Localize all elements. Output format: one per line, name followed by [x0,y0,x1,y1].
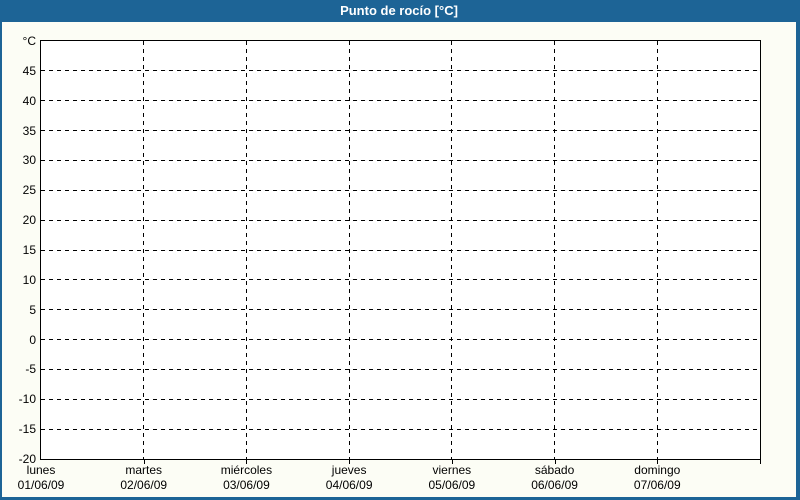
v-gridline [245,41,247,459]
x-axis-tick [760,460,761,464]
y-axis-unit-label: °C [22,34,36,48]
y-axis-tick-label: 10 [22,272,36,287]
y-axis-tick-label: 25 [22,183,36,198]
plot-area [40,40,761,460]
h-gridline [41,100,760,102]
y-axis-tick-label: 45 [22,63,36,78]
h-gridline [41,279,760,281]
day-date: 05/06/09 [428,478,476,492]
v-gridline [451,41,453,459]
x-axis-day-label: sábado 06/06/09 [505,463,605,493]
h-gridline [41,368,760,370]
y-axis-tick-label: 40 [22,93,36,108]
x-axis-tick [554,460,556,464]
y-axis-tick-label: 35 [22,123,36,138]
h-gridline [41,428,760,430]
chart-title-bar: Punto de rocío [°C] [2,0,796,22]
day-date: 04/06/09 [325,478,373,492]
x-axis-day-label: martes 02/06/09 [94,463,194,493]
h-gridline [41,398,760,400]
v-gridline [143,41,145,459]
x-axis-tick [143,460,145,464]
day-date: 03/06/09 [223,478,270,492]
x-axis-day-label: jueves 04/06/09 [299,463,399,493]
y-axis-tick-label: 0 [29,332,36,347]
v-gridline [656,41,658,459]
x-axis-day-label: viernes 05/06/09 [402,463,502,493]
y-axis-tick-label: -10 [18,392,36,407]
day-name: miércoles [220,463,273,477]
h-gridline [41,189,760,191]
h-gridline [41,309,760,311]
h-gridline [41,339,760,341]
v-gridline [554,41,556,459]
h-gridline [41,70,760,72]
y-axis-tick-label: -5 [25,362,36,377]
day-date: 02/06/09 [120,478,168,492]
x-axis-day-label: miércoles 03/06/09 [196,463,296,493]
chart-title: Punto de rocío [°C] [340,3,458,18]
y-axis-tick-label: 15 [22,243,36,257]
x-axis-day-label: domingo 07/06/09 [607,463,707,493]
h-gridline [41,249,760,251]
day-name: viernes [432,463,472,477]
v-gridline [348,41,350,459]
h-gridline [41,159,760,161]
h-gridline [41,219,760,221]
y-axis-tick-label: 30 [22,153,36,168]
y-axis-tick-label: -20 [18,452,36,466]
x-axis-tick [657,460,659,464]
day-date: 06/06/09 [531,478,578,492]
day-name: jueves [331,463,367,477]
x-axis-tick [246,460,248,464]
x-axis-tick [349,460,351,464]
day-name: martes [125,463,163,477]
day-date: 07/06/09 [633,478,681,492]
day-name: domingo [634,463,681,477]
y-axis-tick-label: 5 [29,302,36,317]
y-axis-tick-label: 20 [22,213,36,228]
x-axis-tick [451,460,453,464]
x-axis-day-label: lunes 01/06/09 [2,463,91,493]
day-date: 01/06/09 [17,478,65,492]
h-gridline [41,130,760,132]
day-name: sábado [534,463,575,477]
day-name: lunes [26,463,56,477]
y-axis-tick-label: -15 [18,422,36,437]
